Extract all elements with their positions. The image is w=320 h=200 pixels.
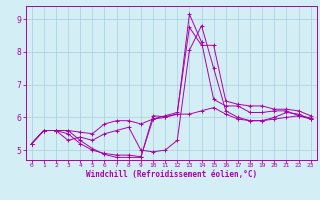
X-axis label: Windchill (Refroidissement éolien,°C): Windchill (Refroidissement éolien,°C)	[86, 170, 257, 179]
